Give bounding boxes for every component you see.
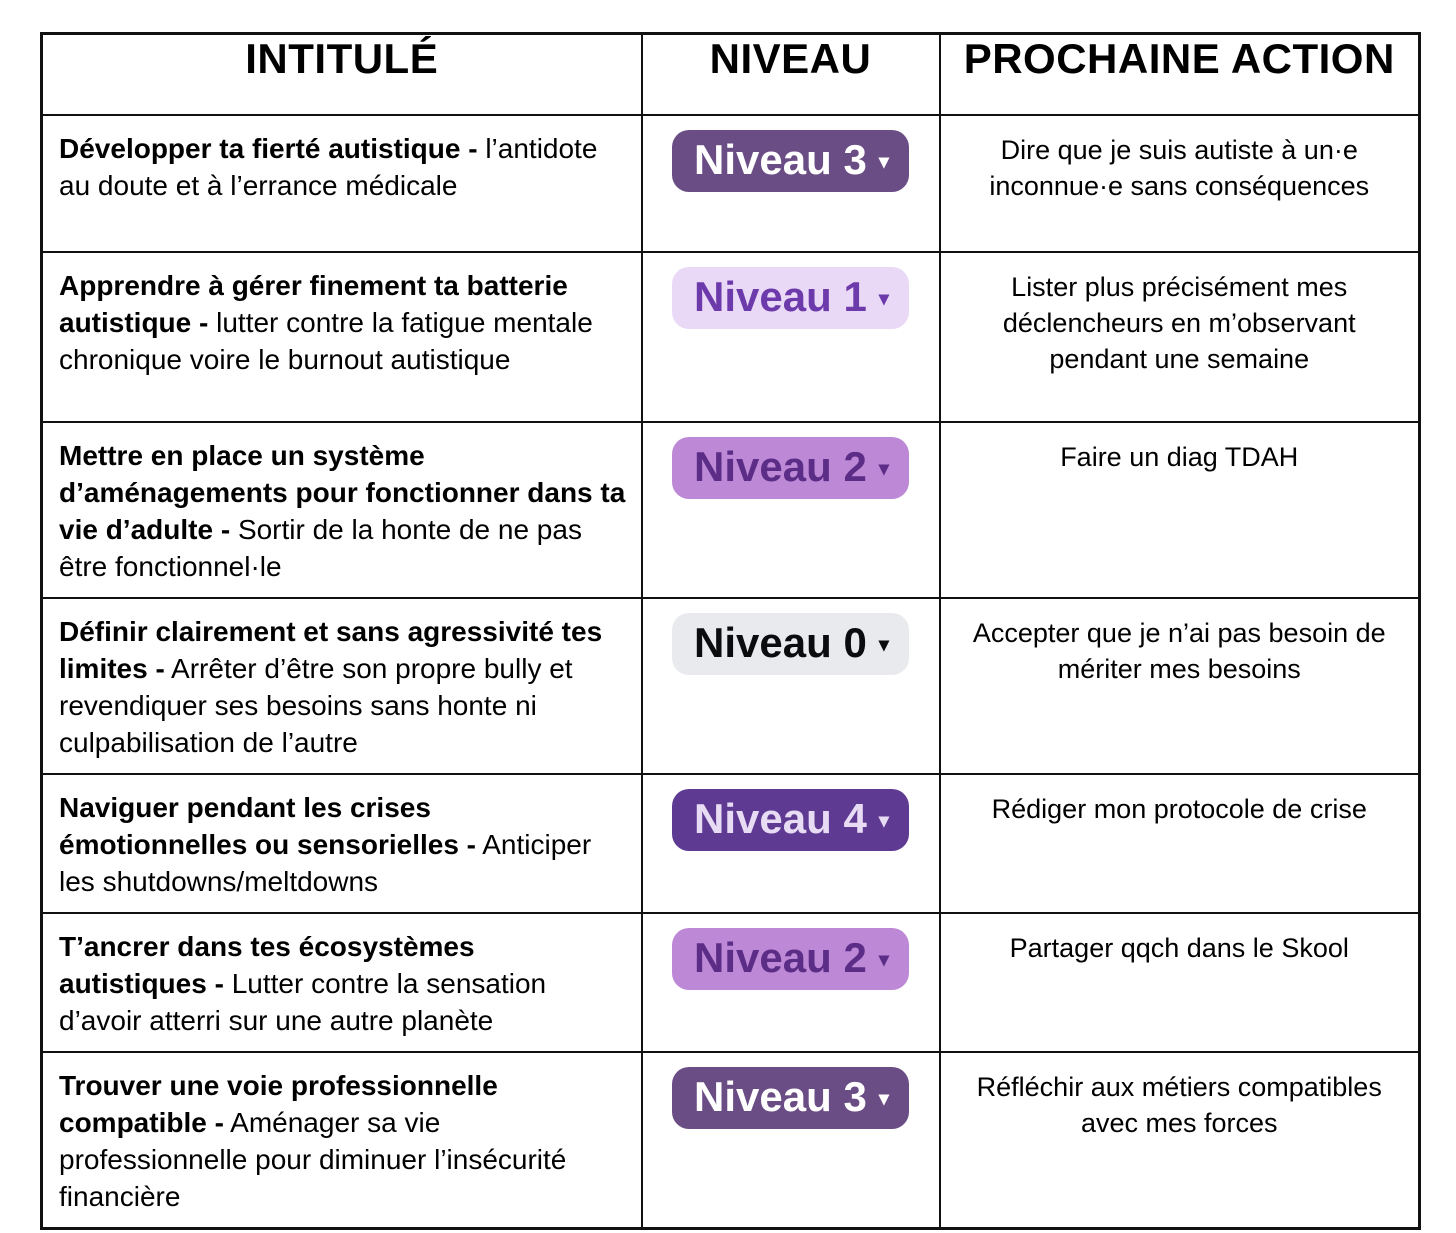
goal-title-bold: Naviguer pendant les crises émotionnelle… bbox=[59, 791, 477, 860]
level-badge-label: Niveau 3 bbox=[694, 135, 867, 183]
goal-title-rest: lutter contre la fatigue mentale chroniq… bbox=[59, 306, 593, 375]
column-header-niveau: NIVEAU bbox=[640, 32, 941, 116]
table-row: Développer ta fierté autistique - l’anti… bbox=[40, 113, 1421, 253]
level-badge-label: Niveau 2 bbox=[694, 933, 867, 981]
goal-title: Développer ta fierté autistique - l’anti… bbox=[40, 113, 643, 253]
table-row: Apprendre à gérer finement ta batterie a… bbox=[40, 250, 1421, 423]
level-cell: Niveau 2 ▾ bbox=[640, 420, 941, 599]
level-cell: Niveau 2 ▾ bbox=[640, 911, 941, 1053]
chevron-down-icon: ▾ bbox=[878, 287, 889, 310]
goal-title: Définir clairement et sans agressivité t… bbox=[40, 596, 643, 775]
goal-title-rest: Sortir de la honte de ne pas être foncti… bbox=[59, 513, 582, 582]
header-row: INTITULÉ NIVEAU PROCHAINE ACTION bbox=[40, 32, 1421, 116]
chevron-down-icon: ▾ bbox=[878, 150, 889, 173]
level-cell: Niveau 3 ▾ bbox=[640, 113, 941, 253]
goal-title: Naviguer pendant les crises émotionnelle… bbox=[40, 772, 643, 914]
table-row: Naviguer pendant les crises émotionnelle… bbox=[40, 772, 1421, 914]
level-badge-label: Niveau 3 bbox=[694, 1072, 867, 1120]
goal-title: Apprendre à gérer finement ta batterie a… bbox=[40, 250, 643, 423]
chevron-down-icon: ▾ bbox=[878, 457, 889, 480]
goal-title-rest: Arrêter d’être son propre bully et reven… bbox=[59, 652, 573, 758]
level-cell: Niveau 0 ▾ bbox=[640, 596, 941, 775]
level-badge-dropdown[interactable]: Niveau 1 ▾ bbox=[672, 266, 909, 329]
chevron-down-icon: ▾ bbox=[878, 948, 889, 971]
level-cell: Niveau 3 ▾ bbox=[640, 1050, 941, 1229]
goal-title: Trouver une voie professionnelle compati… bbox=[40, 1050, 643, 1229]
next-action: Accepter que je n’ai pas besoin de mérit… bbox=[938, 596, 1421, 775]
next-action: Rédiger mon protocole de crise bbox=[938, 772, 1421, 914]
level-badge-dropdown[interactable]: Niveau 4 ▾ bbox=[672, 788, 909, 851]
level-badge-label: Niveau 2 bbox=[694, 442, 867, 490]
level-badge-dropdown[interactable]: Niveau 0 ▾ bbox=[672, 612, 909, 675]
table-row: T’ancrer dans tes écosystèmes autistique… bbox=[40, 911, 1421, 1053]
chevron-down-icon: ▾ bbox=[878, 809, 889, 832]
level-badge-label: Niveau 1 bbox=[694, 272, 867, 320]
level-badge-label: Niveau 4 bbox=[694, 794, 867, 842]
table-row: Définir clairement et sans agressivité t… bbox=[40, 596, 1421, 775]
level-badge-dropdown[interactable]: Niveau 3 ▾ bbox=[672, 129, 909, 192]
goals-table: INTITULÉ NIVEAU PROCHAINE ACTION Dévelop… bbox=[40, 32, 1421, 1230]
goal-title: Mettre en place un système d’aménagement… bbox=[40, 420, 643, 599]
chevron-down-icon: ▾ bbox=[878, 1087, 889, 1110]
goal-title-rest: Lutter contre la sensation d’avoir atter… bbox=[59, 967, 547, 1036]
next-action: Dire que je suis autiste à un·e inconnue… bbox=[938, 113, 1421, 253]
level-badge-dropdown[interactable]: Niveau 3 ▾ bbox=[672, 1066, 909, 1129]
goal-title-bold: Développer ta fierté autistique - bbox=[59, 132, 478, 164]
column-header-prochaine-action: PROCHAINE ACTION bbox=[938, 32, 1421, 116]
chevron-down-icon: ▾ bbox=[878, 633, 889, 656]
table-row: Mettre en place un système d’aménagement… bbox=[40, 420, 1421, 599]
level-badge-dropdown[interactable]: Niveau 2 ▾ bbox=[672, 927, 909, 990]
goal-title-rest: Anticiper les shutdowns/meltdowns bbox=[59, 828, 592, 897]
column-header-intitule: INTITULÉ bbox=[40, 32, 643, 116]
goal-title-bold: Trouver une voie professionnelle compati… bbox=[59, 1069, 498, 1138]
level-cell: Niveau 4 ▾ bbox=[640, 772, 941, 914]
level-cell: Niveau 1 ▾ bbox=[640, 250, 941, 423]
next-action: Partager qqch dans le Skool bbox=[938, 911, 1421, 1053]
goal-title-bold: Définir clairement et sans agressivité t… bbox=[59, 615, 603, 684]
goal-title-bold: Apprendre à gérer finement ta batterie a… bbox=[59, 269, 568, 338]
next-action: Lister plus précisément mes déclencheurs… bbox=[938, 250, 1421, 423]
level-badge-dropdown[interactable]: Niveau 2 ▾ bbox=[672, 436, 909, 499]
goal-title-rest: Aménager sa vie professionnelle pour dim… bbox=[59, 1106, 567, 1212]
table-row: Trouver une voie professionnelle compati… bbox=[40, 1050, 1421, 1229]
goal-title-rest: l’antidote au doute et à l’errance médic… bbox=[59, 132, 598, 201]
next-action: Réfléchir aux métiers compatibles avec m… bbox=[938, 1050, 1421, 1229]
goal-title-bold: Mettre en place un système d’aménagement… bbox=[59, 439, 626, 545]
goal-title-bold: T’ancrer dans tes écosystèmes autistique… bbox=[59, 930, 475, 999]
next-action: Faire un diag TDAH bbox=[938, 420, 1421, 599]
level-badge-label: Niveau 0 bbox=[694, 618, 867, 666]
goal-title: T’ancrer dans tes écosystèmes autistique… bbox=[40, 911, 643, 1053]
